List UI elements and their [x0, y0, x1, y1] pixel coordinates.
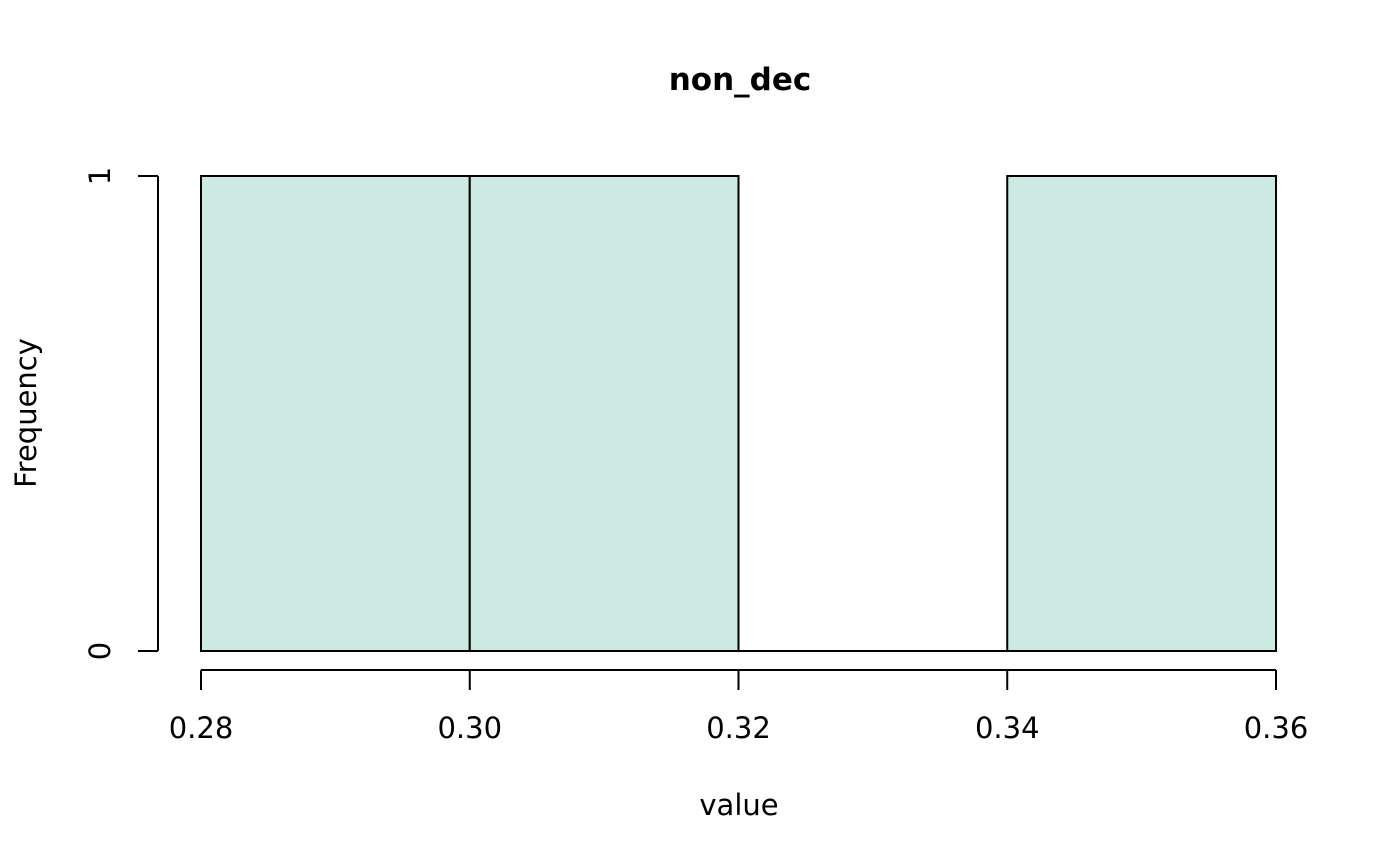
histogram-bar: [1006, 175, 1277, 652]
histogram-bar: [200, 175, 471, 652]
y-tick-label: 1: [83, 167, 117, 185]
x-axis: 0.28 0.30 0.32 0.34 0.36: [169, 669, 1309, 745]
x-tick-label: 0.30: [437, 711, 502, 745]
y-axis-label: Frequency: [9, 338, 43, 488]
x-axis-label: value: [699, 788, 778, 822]
x-tick-label: 0.32: [706, 711, 771, 745]
y-tick-label: 0: [83, 642, 117, 660]
chart-title: non_dec: [669, 62, 812, 98]
y-axis: 01: [83, 167, 159, 660]
x-tick-label: 0.28: [169, 711, 234, 745]
x-tick-label: 0.34: [975, 711, 1040, 745]
histogram-bar: [468, 175, 740, 652]
x-tick-label: 0.36: [1244, 711, 1309, 745]
bars-group: [200, 175, 1277, 652]
